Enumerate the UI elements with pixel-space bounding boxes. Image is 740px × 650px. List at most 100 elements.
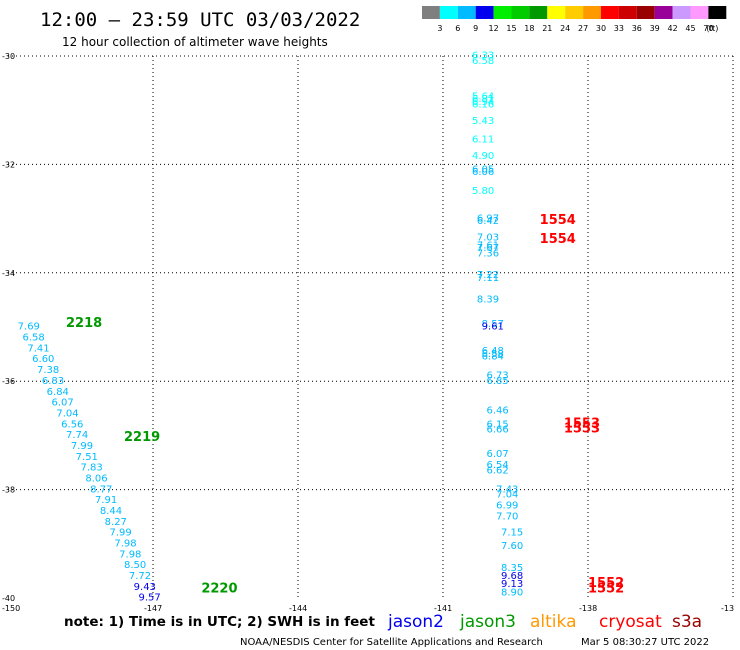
legend-entry-altika: altika (530, 612, 577, 632)
swh-label: 7.83 (81, 463, 103, 474)
colorbar-swatch (439, 6, 458, 19)
colorbar-swatch (618, 6, 637, 19)
swh-label: 6.54 (487, 460, 509, 471)
swh-label: 6.81 (472, 94, 494, 105)
x-tick-label: -13 (721, 604, 734, 613)
swh-label: 6.60 (32, 354, 54, 365)
swh-label: 6.99 (496, 501, 518, 512)
colorbar-swatch (547, 6, 566, 19)
swh-label: 6.84 (482, 352, 504, 363)
data-points: 7.696.587.416.607.386.836.846.077.046.56… (18, 51, 524, 604)
swh-label: 8.44 (100, 506, 122, 517)
swh-label: 9.57 (139, 593, 161, 604)
colorbar-tick-label: 27 (578, 24, 588, 33)
swh-label: 8.50 (124, 560, 146, 571)
swh-label: 6.84 (47, 387, 69, 398)
grid (8, 55, 734, 598)
swh-label: 7.60 (501, 541, 523, 552)
colorbar-tick-label: 39 (650, 24, 660, 33)
swh-label: 7.98 (119, 549, 141, 560)
colorbar-tick-label: 45 (685, 24, 695, 33)
swh-label: 5.43 (472, 116, 494, 127)
swh-label: 7.51 (76, 452, 98, 463)
satellite-legend: jason2 jason3 altika cryosat s3a (387, 612, 702, 632)
swh-label: 8.57 (482, 319, 504, 330)
x-tick-label: -144 (289, 604, 307, 613)
pass-label: 1554 (540, 213, 576, 228)
colorbar-tick-label: 6 (455, 24, 460, 33)
colorbar-swatch (475, 6, 494, 19)
swh-label: 6.58 (482, 349, 504, 360)
colorbar: 3 6 9 12 15 18 21 24 27 30 33 36 39 42 45 70(ft) (422, 6, 727, 33)
swh-label: 8.27 (105, 517, 127, 528)
swh-label: 5.64 (472, 91, 494, 102)
chart-title: 12:00 – 23:59 UTC 03/03/2022 (40, 9, 360, 31)
swh-label: 7.91 (95, 495, 117, 506)
pass-label: 1553 (564, 416, 600, 431)
pass-label: 1552 (588, 582, 624, 597)
swh-label: 8.35 (501, 563, 523, 574)
legend-entry-jason3: jason3 (459, 612, 516, 632)
swh-label: 6.73 (487, 370, 509, 381)
swh-label: 7.04 (496, 490, 518, 501)
swh-label: 6.66 (487, 425, 509, 436)
swh-label: 7.69 (18, 322, 40, 333)
x-tick-label: -138 (579, 604, 597, 613)
swh-label: 7.99 (71, 441, 93, 452)
colorbar-swatch (636, 6, 655, 19)
swh-label: 6.94 (472, 97, 494, 108)
swh-label: 7.70 (496, 511, 518, 522)
colorbar-tick-label: 21 (542, 24, 552, 33)
colorbar-swatch (583, 6, 601, 19)
y-tick-label: -34 (2, 269, 15, 278)
colorbar-tick-label: 24 (560, 24, 570, 33)
colorbar-tick-label: 42 (668, 24, 678, 33)
swh-label: 7.22 (477, 270, 499, 281)
swh-label: 9.61 (482, 322, 504, 333)
swh-label: 6.11 (472, 135, 494, 146)
x-tick-label: -141 (434, 604, 452, 613)
swh-label: 6.97 (477, 213, 499, 224)
swh-label: 8.90 (501, 587, 523, 598)
note: note: 1) Time is in UTC; 2) SWH is in fe… (64, 614, 375, 630)
y-tick-label: -40 (2, 594, 15, 603)
swh-label: 9.43 (134, 582, 156, 593)
pass-label: 1553 (564, 422, 600, 437)
swh-label: 8.39 (477, 295, 499, 306)
swh-label: 6.07 (487, 449, 509, 460)
swh-label: 7.38 (37, 365, 59, 376)
y-tick-label: -38 (2, 486, 15, 495)
swh-label: 8.77 (90, 484, 112, 495)
swh-label: 6.05 (472, 165, 494, 176)
pass-label: 1552 (588, 576, 624, 591)
colorbar-swatch (457, 6, 476, 19)
legend-entry-s3a: s3a (672, 612, 702, 632)
colorbar-swatch (565, 6, 584, 19)
colorbar-swatch (708, 6, 727, 19)
colorbar-tick-label: 70 (703, 24, 713, 33)
colorbar-tick-label: 33 (614, 24, 624, 33)
swh-label: 6.58 (23, 333, 45, 344)
colorbar-swatch (654, 6, 673, 19)
swh-label: 6.06 (472, 167, 494, 178)
swh-label: 7.15 (501, 528, 523, 539)
swh-label: 7.72 (129, 571, 151, 582)
x-tick-label: -147 (144, 604, 162, 613)
pass-label: 2219 (124, 430, 160, 445)
swh-label: 9.13 (501, 579, 523, 590)
legend-entry-cryosat: cryosat (599, 612, 662, 632)
swh-label: 7.11 (477, 273, 499, 284)
colorbar-tick-label: 12 (489, 24, 499, 33)
swh-label: 6.62 (487, 465, 509, 476)
swh-label: 7.74 (66, 430, 88, 441)
swh-label: 7.98 (114, 539, 136, 550)
colorbar-swatch (672, 6, 691, 19)
x-tick-label: -150 (2, 604, 20, 613)
swh-label: 6.16 (472, 99, 494, 110)
swh-label: 5.80 (472, 186, 494, 197)
colorbar-swatch (493, 6, 512, 19)
swh-label: 6.58 (472, 56, 494, 67)
swh-label: 7.43 (496, 484, 518, 495)
